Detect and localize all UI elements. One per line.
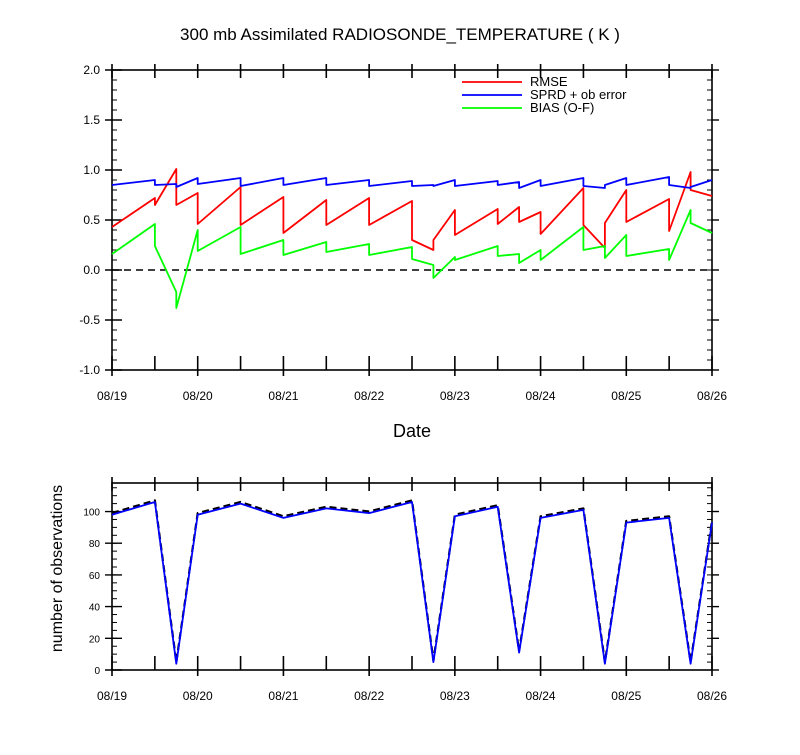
x-tick-label: 08/26 (697, 689, 727, 703)
legend-label-0: RMSE (530, 74, 568, 89)
x-tick-label: 08/24 (526, 689, 556, 703)
legend-label-2: BIAS (O-F) (530, 100, 594, 115)
y-tick-label: 60 (89, 571, 101, 582)
x-tick-label: 08/25 (611, 689, 641, 703)
x-tick-label: 08/26 (697, 389, 727, 403)
x-axis-title: Date (393, 421, 431, 441)
x-tick-label: 08/22 (354, 689, 384, 703)
y-tick-label: 40 (89, 603, 101, 614)
x-tick-label: 08/21 (268, 689, 298, 703)
x-tick-label: 08/20 (183, 389, 213, 403)
y-tick-label: -0.5 (79, 313, 100, 327)
y-tick-label: -1.0 (79, 363, 100, 377)
x-tick-label: 08/19 (97, 389, 127, 403)
legend-label-1: SPRD + ob error (530, 87, 627, 102)
x-tick-label: 08/24 (526, 389, 556, 403)
x-tick-label: 08/21 (268, 389, 298, 403)
series-line-1-1 (111, 501, 713, 665)
y-tick-label: 2.0 (83, 63, 100, 77)
y-tick-label: 20 (89, 634, 101, 645)
y-tick-label: 100 (83, 508, 100, 519)
y-tick-label: 0.0 (83, 263, 100, 277)
y-axis-title: number of observations (49, 485, 66, 652)
y-tick-label: 80 (89, 539, 101, 550)
series-line-0-2 (111, 209, 713, 309)
x-tick-label: 08/22 (354, 389, 384, 403)
x-tick-label: 08/25 (611, 389, 641, 403)
series-line-0-0 (111, 168, 713, 251)
chart-title: 300 mb Assimilated RADIOSONDE_TEMPERATUR… (180, 25, 620, 44)
y-tick-label: 1.5 (83, 113, 100, 127)
series-line-0-1 (111, 176, 713, 189)
x-tick-label: 08/19 (97, 689, 127, 703)
x-tick-label: 08/23 (440, 389, 470, 403)
series-line-1-0 (111, 499, 714, 664)
x-tick-label: 08/23 (440, 689, 470, 703)
y-tick-label: 1.0 (83, 163, 100, 177)
y-tick-label: 0 (94, 666, 100, 677)
x-tick-label: 08/20 (183, 689, 213, 703)
y-tick-label: 0.5 (83, 213, 100, 227)
